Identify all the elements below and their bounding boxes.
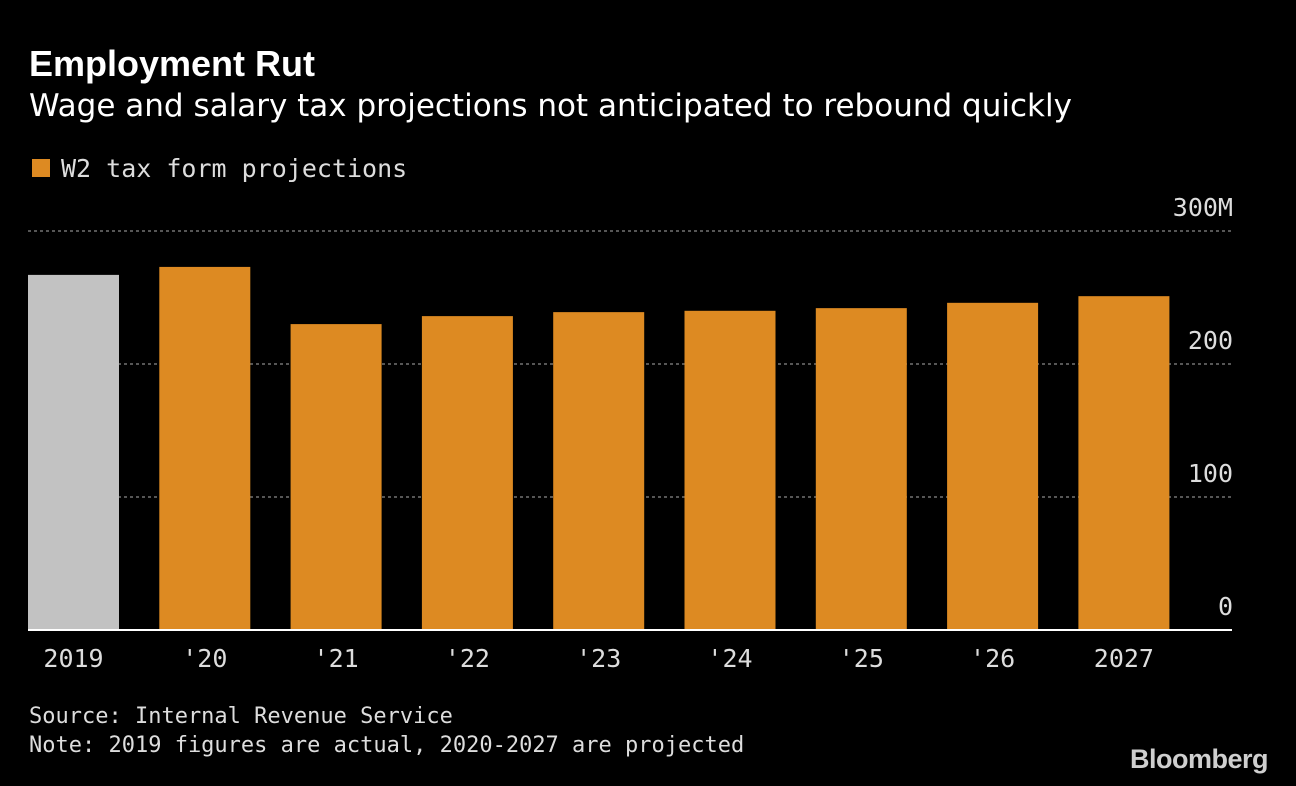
bar-8	[1078, 296, 1170, 630]
x-tick-label: '26	[970, 644, 1015, 673]
bar-0	[28, 274, 119, 630]
x-tick-label: 2019	[43, 644, 103, 673]
legend: W2 tax form projections	[32, 153, 407, 183]
x-tick-label: '22	[445, 644, 490, 673]
chart-subtitle: Wage and salary tax projections not anti…	[29, 88, 1072, 124]
bar-5	[684, 310, 776, 630]
source-note: Source: Internal Revenue Service	[29, 704, 453, 729]
bloomberg-logo: Bloomberg	[1129, 744, 1269, 774]
bar-chart: 0 100 200 300M 2019 '20 '21 '22 '23 '24 '25 '26 2027	[28, 193, 1233, 673]
chart-title: Employment Rut	[29, 43, 316, 84]
x-tick-label: '21	[314, 644, 359, 673]
legend-swatch	[32, 159, 50, 177]
bar-4	[553, 312, 645, 630]
bar-2	[290, 324, 382, 630]
footnote: Note: 2019 figures are actual, 2020-2027…	[29, 733, 745, 758]
x-tick-label: '24	[707, 644, 752, 673]
y-tick-label: 0	[1218, 592, 1233, 621]
x-tick-label: 2027	[1094, 644, 1154, 673]
bar-1	[159, 266, 251, 630]
bar-6	[815, 308, 907, 630]
legend-label: W2 tax form projections	[61, 153, 408, 183]
x-tick-label: '23	[576, 644, 621, 673]
y-tick-label: 200	[1188, 326, 1233, 355]
bar-3	[421, 316, 513, 630]
y-tick-label: 100	[1188, 459, 1233, 488]
bar-7	[947, 302, 1039, 630]
x-tick-label: '20	[182, 644, 227, 673]
x-tick-label: '25	[839, 644, 884, 673]
y-tick-label: 300M	[1173, 193, 1233, 222]
